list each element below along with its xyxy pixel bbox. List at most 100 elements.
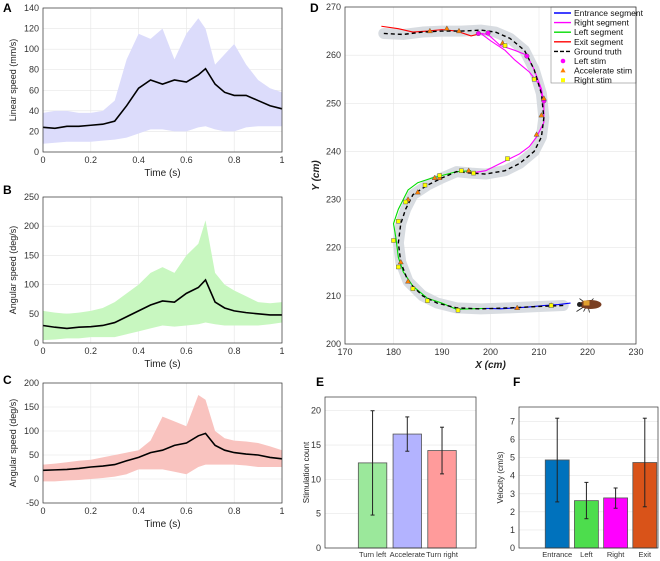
right-stim-marker <box>403 199 408 205</box>
panel-letter: E <box>316 375 324 389</box>
x-tick-label: 1 <box>279 346 284 356</box>
right-stim-marker <box>502 43 508 48</box>
bar <box>392 433 422 549</box>
accelerate-stim-marker <box>540 95 547 101</box>
accelerate-stim-marker <box>405 278 411 284</box>
panel-letter: A <box>3 1 12 15</box>
left-stim-marker <box>485 30 491 36</box>
y-tick-label: 0 <box>316 543 321 553</box>
x-tick-label: 190 <box>434 347 449 357</box>
right-stim-marker <box>422 182 428 188</box>
right-stim-marker <box>391 238 396 243</box>
y-tick-label: 220 <box>326 243 341 253</box>
x-category-label: Accelerate <box>390 550 425 559</box>
x-axis-label: Time (s) <box>144 519 180 530</box>
legend-swatch <box>561 78 565 83</box>
y-tick-label: 270 <box>326 2 341 12</box>
axes-box <box>42 7 283 153</box>
axes-box <box>344 6 637 345</box>
x-tick-label: 0 <box>40 155 45 165</box>
legend-label: Accelerate stim <box>574 66 632 76</box>
y-tick-label: 1 <box>510 525 515 535</box>
y-tick-label: 230 <box>326 195 341 205</box>
x-axis-label: Time (s) <box>144 168 180 179</box>
panel-d <box>344 6 637 345</box>
axes-box <box>518 406 659 549</box>
accelerate-stim-marker <box>533 131 540 137</box>
cockroach-image <box>576 298 602 313</box>
panel-letter: D <box>310 1 319 15</box>
right-stim-marker <box>471 170 476 176</box>
x-category-label: Turn right <box>426 550 459 559</box>
y-tick-label: 50 <box>29 309 39 319</box>
legend-label: Exit segment <box>574 37 624 47</box>
x-tick-label: 210 <box>531 347 546 357</box>
x-tick-label: 180 <box>386 347 401 357</box>
accelerate-stim-marker <box>456 27 462 34</box>
x-tick-label: 220 <box>580 347 595 357</box>
x-tick-label: 0.2 <box>85 155 98 165</box>
insect-body <box>579 300 602 310</box>
right-stim-marker <box>410 286 416 291</box>
right-stim-marker <box>531 77 537 82</box>
y-tick-label: 5 <box>316 509 321 519</box>
legend-label: Left segment <box>574 27 624 37</box>
right-stim-marker <box>425 298 430 303</box>
x-tick-label: 230 <box>628 347 643 357</box>
x-tick-label: 200 <box>483 347 498 357</box>
y-tick-label: 10 <box>311 474 321 484</box>
left-stim-marker <box>524 53 530 59</box>
y-axis-label: Stimulation count <box>302 441 311 503</box>
y-tick-label: 0 <box>34 474 39 484</box>
panel-letter: F <box>513 375 520 389</box>
y-tick-label: 100 <box>24 426 39 436</box>
right-stim-marker <box>459 168 464 173</box>
x-tick-label: 0.2 <box>85 506 98 516</box>
trajectory-segment <box>381 25 481 37</box>
legend-label: Right stim <box>574 75 612 85</box>
y-tick-label: 50 <box>29 450 39 460</box>
y-tick-label: -50 <box>26 498 39 508</box>
legend-swatch <box>560 67 566 73</box>
x-tick-label: 0.8 <box>228 155 241 165</box>
y-tick-label: 150 <box>24 250 39 260</box>
legend-label: Right segment <box>574 18 629 28</box>
y-tick-label: 150 <box>24 402 39 412</box>
x-tick-label: 0.4 <box>132 346 145 356</box>
x-tick-label: 0.4 <box>132 506 145 516</box>
y-tick-label: 140 <box>24 3 39 13</box>
mean-line <box>42 67 283 130</box>
panel-letter: B <box>3 183 12 197</box>
insect-backpack <box>583 300 590 306</box>
x-tick-label: 0.6 <box>180 506 193 516</box>
y-axis-label: Angular speed (deg/s) <box>8 399 18 488</box>
panel-e <box>324 396 477 549</box>
y-tick-label: 200 <box>24 221 39 231</box>
left-stim-marker <box>475 30 481 36</box>
std-band <box>43 395 282 482</box>
y-tick-label: 0 <box>510 543 515 553</box>
ground-truth-line <box>383 29 564 310</box>
y-tick-label: 20 <box>311 406 321 416</box>
accelerate-stim-marker <box>538 112 545 118</box>
y-tick-label: 2 <box>510 507 515 517</box>
accelerate-stim-marker <box>426 27 433 34</box>
x-category-label: Exit <box>639 550 652 559</box>
accelerate-stim-marker <box>431 174 438 180</box>
y-tick-label: 100 <box>24 44 39 54</box>
x-tick-label: 0.8 <box>228 506 241 516</box>
y-tick-label: 250 <box>326 98 341 108</box>
y-axis-label: Angular speed (deg/s) <box>8 226 18 315</box>
right-stim-marker <box>455 308 461 313</box>
y-tick-label: 15 <box>311 440 321 450</box>
mean-line <box>42 278 282 330</box>
x-tick-label: 1 <box>279 155 284 165</box>
panel-letter: C <box>3 373 12 387</box>
y-tick-label: 200 <box>24 378 39 388</box>
accelerate-stim-marker <box>443 25 450 31</box>
x-category-label: Left <box>580 550 593 559</box>
trajectory-segment <box>471 32 545 174</box>
right-stim-marker <box>396 264 401 270</box>
x-tick-label: 0 <box>40 346 45 356</box>
